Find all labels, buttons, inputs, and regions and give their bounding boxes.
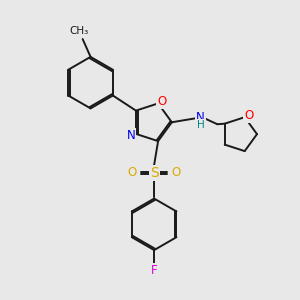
Text: CH₃: CH₃ (69, 26, 88, 36)
Text: F: F (151, 264, 158, 278)
Text: O: O (244, 109, 253, 122)
Text: H: H (197, 120, 204, 130)
Text: O: O (171, 166, 181, 179)
Text: S: S (150, 166, 158, 180)
Text: O: O (158, 95, 167, 108)
Text: N: N (127, 129, 135, 142)
Text: O: O (128, 166, 137, 179)
Text: N: N (196, 111, 205, 124)
